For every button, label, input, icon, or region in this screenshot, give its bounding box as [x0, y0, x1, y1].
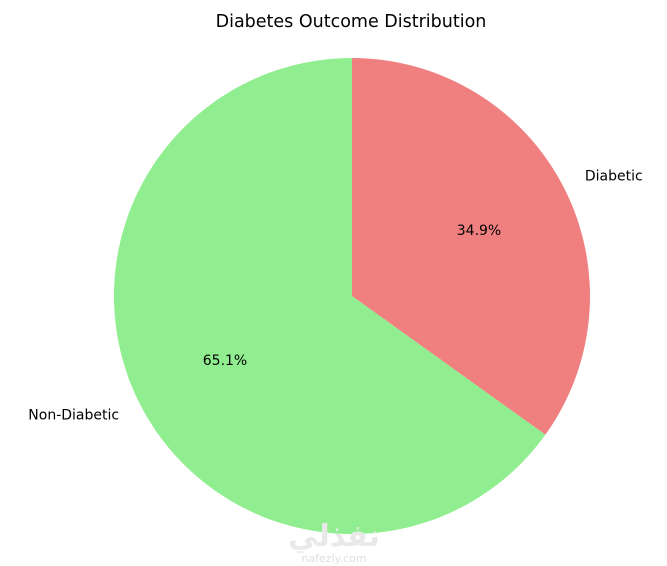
pct-label: 34.9% — [457, 223, 501, 239]
chart-title: Diabetes Outcome Distribution — [216, 12, 487, 32]
watermark-logo: نفذلي — [288, 519, 380, 554]
watermark-domain: nafezly.com — [301, 552, 366, 565]
watermark: نفذلي nafezly.com — [288, 519, 380, 565]
slice-label: Diabetic — [585, 168, 643, 184]
pct-label: 65.1% — [203, 353, 247, 369]
pie-slice-non-diabetic — [113, 58, 546, 534]
slice-label: Non-Diabetic — [28, 408, 119, 424]
pie-slice-diabetic — [352, 58, 590, 435]
pie-labels: 65.1% Non-Diabetic 34.9% Diabetic — [28, 168, 642, 423]
pie-slices — [113, 58, 590, 534]
